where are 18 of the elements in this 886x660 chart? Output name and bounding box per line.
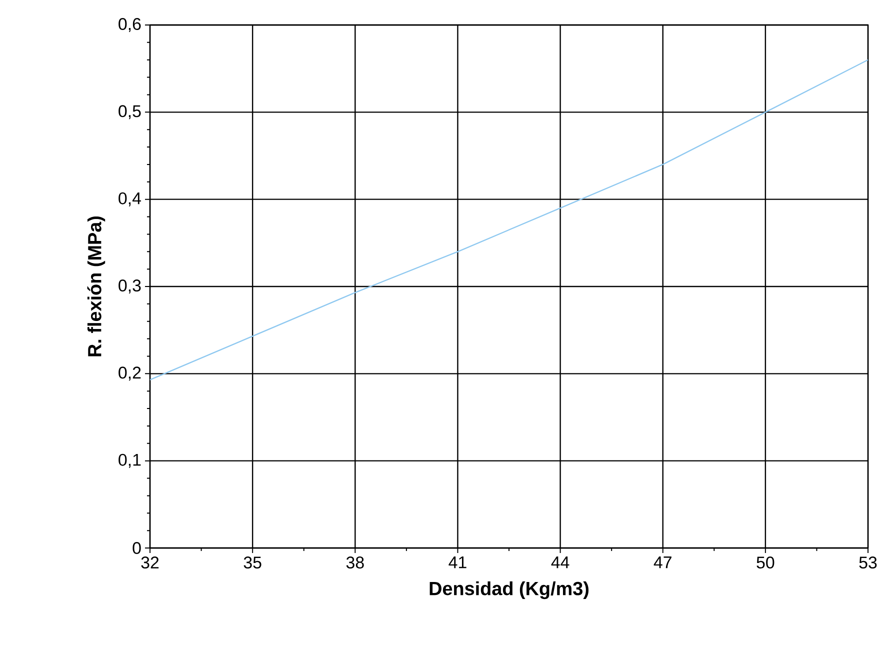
y-tick-label: 0,3	[118, 280, 141, 294]
x-tick-label: 53	[859, 556, 877, 569]
x-tick-label: 44	[551, 556, 570, 568]
x-tick-label: 50	[756, 556, 774, 569]
x-tick-label: 32	[141, 556, 159, 569]
line-series	[150, 59, 868, 380]
y-tick-label: 0,2	[118, 366, 141, 381]
x-tick-label: 47	[654, 556, 672, 568]
x-tick-label: 38	[346, 556, 364, 569]
y-tick-label: 0,4	[118, 192, 141, 206]
x-tick-label: 41	[448, 556, 466, 568]
y-axis-title: R. flexión (MPa)	[87, 216, 106, 356]
x-tick-label: 35	[244, 556, 262, 569]
y-tick-label: 0,5	[118, 105, 141, 120]
y-tick-label: 0	[132, 542, 141, 554]
x-axis-title: Densidad (Kg/m3)	[430, 581, 588, 600]
y-tick-label: 0,1	[118, 454, 141, 468]
y-tick-label: 0,6	[118, 18, 141, 32]
